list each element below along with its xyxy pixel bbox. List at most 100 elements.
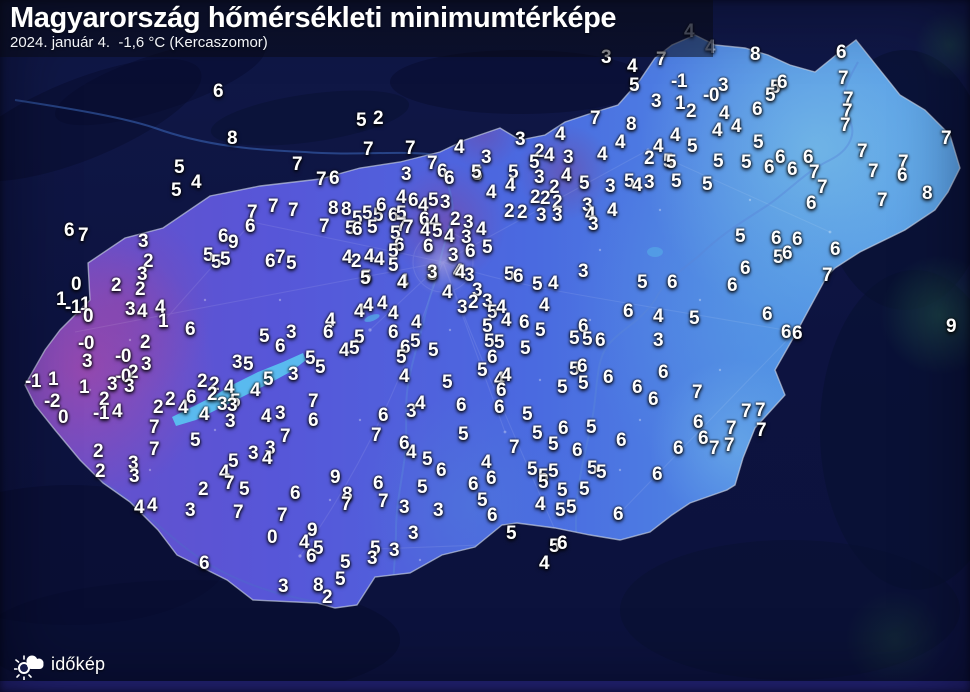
temp-label: 6 [387, 322, 399, 343]
terrain-ridges [0, 10, 970, 692]
temp-label: 8 [341, 484, 353, 505]
temp-label: 2 [372, 108, 384, 129]
idokep-logo: időkép [14, 648, 105, 680]
temp-label: 5 [537, 466, 549, 487]
temp-label: 5 [170, 180, 182, 201]
temp-label: 6 [435, 460, 447, 481]
temp-label: 6 [63, 220, 75, 241]
temp-label: 6 [577, 316, 589, 337]
temp-label: 4 [395, 187, 407, 208]
temp-label: 3 [137, 231, 149, 252]
temp-label: 4 [475, 219, 487, 240]
temp-label: 4 [495, 297, 507, 318]
temp-label: 5 [173, 157, 185, 178]
temp-label: 6 [351, 219, 363, 240]
temp-label: 5 [519, 338, 531, 359]
temp-label: 4 [626, 56, 638, 77]
temp-label: 4 [500, 310, 512, 331]
temp-label: 6 [763, 157, 775, 178]
temp-label: 7 [318, 216, 330, 237]
temp-label: 5 [421, 449, 433, 470]
temp-label: 4 [443, 226, 455, 247]
temp-label: 5 [476, 360, 488, 381]
temp-label: 2 [127, 362, 139, 383]
temp-label: 4 [441, 282, 453, 303]
temp-label: 5 [712, 151, 724, 172]
temp-label: 5 [334, 569, 346, 590]
temp-label: 7 [223, 473, 235, 494]
temp-label: 7 [655, 49, 667, 70]
temp-label: 3 [439, 192, 451, 213]
temp-label: 6 [377, 405, 389, 426]
temp-label: 7 [274, 247, 286, 268]
temp-label: 6 [751, 99, 763, 120]
cloud-shape [26, 655, 44, 669]
temp-label: 8 [312, 575, 324, 596]
temp-label: 6 [185, 387, 197, 408]
temp-label: 4 [341, 247, 353, 268]
temp-label: 5 [595, 462, 607, 483]
danube-river-upstream [14, 99, 438, 156]
temp-label: 5 [202, 245, 214, 266]
temp-label: 5 [353, 327, 365, 348]
temp-label: 2 [643, 148, 655, 169]
temp-label: 0 [70, 274, 82, 295]
temp-label: 4 [363, 246, 375, 267]
temp-label: 5 [395, 347, 407, 368]
temp-label: 7 [691, 382, 703, 403]
temp-label: 1 [55, 289, 67, 310]
temp-label: 7 [508, 437, 520, 458]
temp-label: 5 [670, 171, 682, 192]
temp-label: 3 [551, 205, 563, 226]
temp-label: 6 [495, 380, 507, 401]
temp-label: 2 [539, 188, 551, 209]
temp-label: 6 [485, 468, 497, 489]
temp-label: 4 [606, 200, 618, 221]
temp-label: 6 [739, 258, 751, 279]
temp-label: 7 [232, 502, 244, 523]
temp-label: 6 [307, 410, 319, 431]
temp-label: 7 [897, 152, 909, 173]
temp-label: 5 [665, 152, 677, 173]
temp-label: 6 [372, 473, 384, 494]
temp-label: 5 [361, 203, 373, 224]
temp-label: 6 [802, 147, 814, 168]
temp-label: 5 [229, 391, 241, 412]
temp-label: 3 [216, 394, 228, 415]
temp-label: 6 [697, 428, 709, 449]
temp-label: 3 [184, 500, 196, 521]
temp-label: 7 [276, 505, 288, 526]
temp-label: 4 [324, 310, 336, 331]
temp-label: 6 [805, 193, 817, 214]
map-subtitle: 2024. január 4. -1,6 °C (Kercaszomor) [10, 34, 268, 52]
temp-label: 5 [238, 479, 250, 500]
temp-label: 5 [210, 252, 222, 273]
temp-label: 3 [274, 403, 286, 424]
temp-label: 5 [636, 272, 648, 293]
temp-label: 3 [577, 261, 589, 282]
temp-label: 7 [856, 141, 868, 162]
cloud-sun-icon [14, 655, 44, 680]
temp-label: 7 [841, 101, 853, 122]
temp-label: 7 [754, 400, 766, 421]
temp-label: 2 [197, 479, 209, 500]
temp-label: 2 [350, 251, 362, 272]
temp-label: 6 [781, 243, 793, 264]
temp-label: 7 [148, 417, 160, 438]
temp-label: 6 [829, 239, 841, 260]
temp-label: 5 [623, 171, 635, 192]
temp-label: 2 [321, 587, 333, 608]
temp-label: 4 [419, 220, 431, 241]
temp-label: 4 [454, 262, 466, 283]
temp-label: 4 [538, 295, 550, 316]
temp-label: 5 [359, 268, 371, 289]
temp-label: 6 [512, 266, 524, 287]
temp-label: 4 [223, 377, 235, 398]
temp-label: 3 [136, 264, 148, 285]
temp-label: 8 [226, 128, 238, 149]
temp-label: 5 [339, 552, 351, 573]
temp-label: 7 [740, 401, 752, 422]
temp-label: 5 [409, 331, 421, 352]
hungary-border [24, 34, 961, 609]
